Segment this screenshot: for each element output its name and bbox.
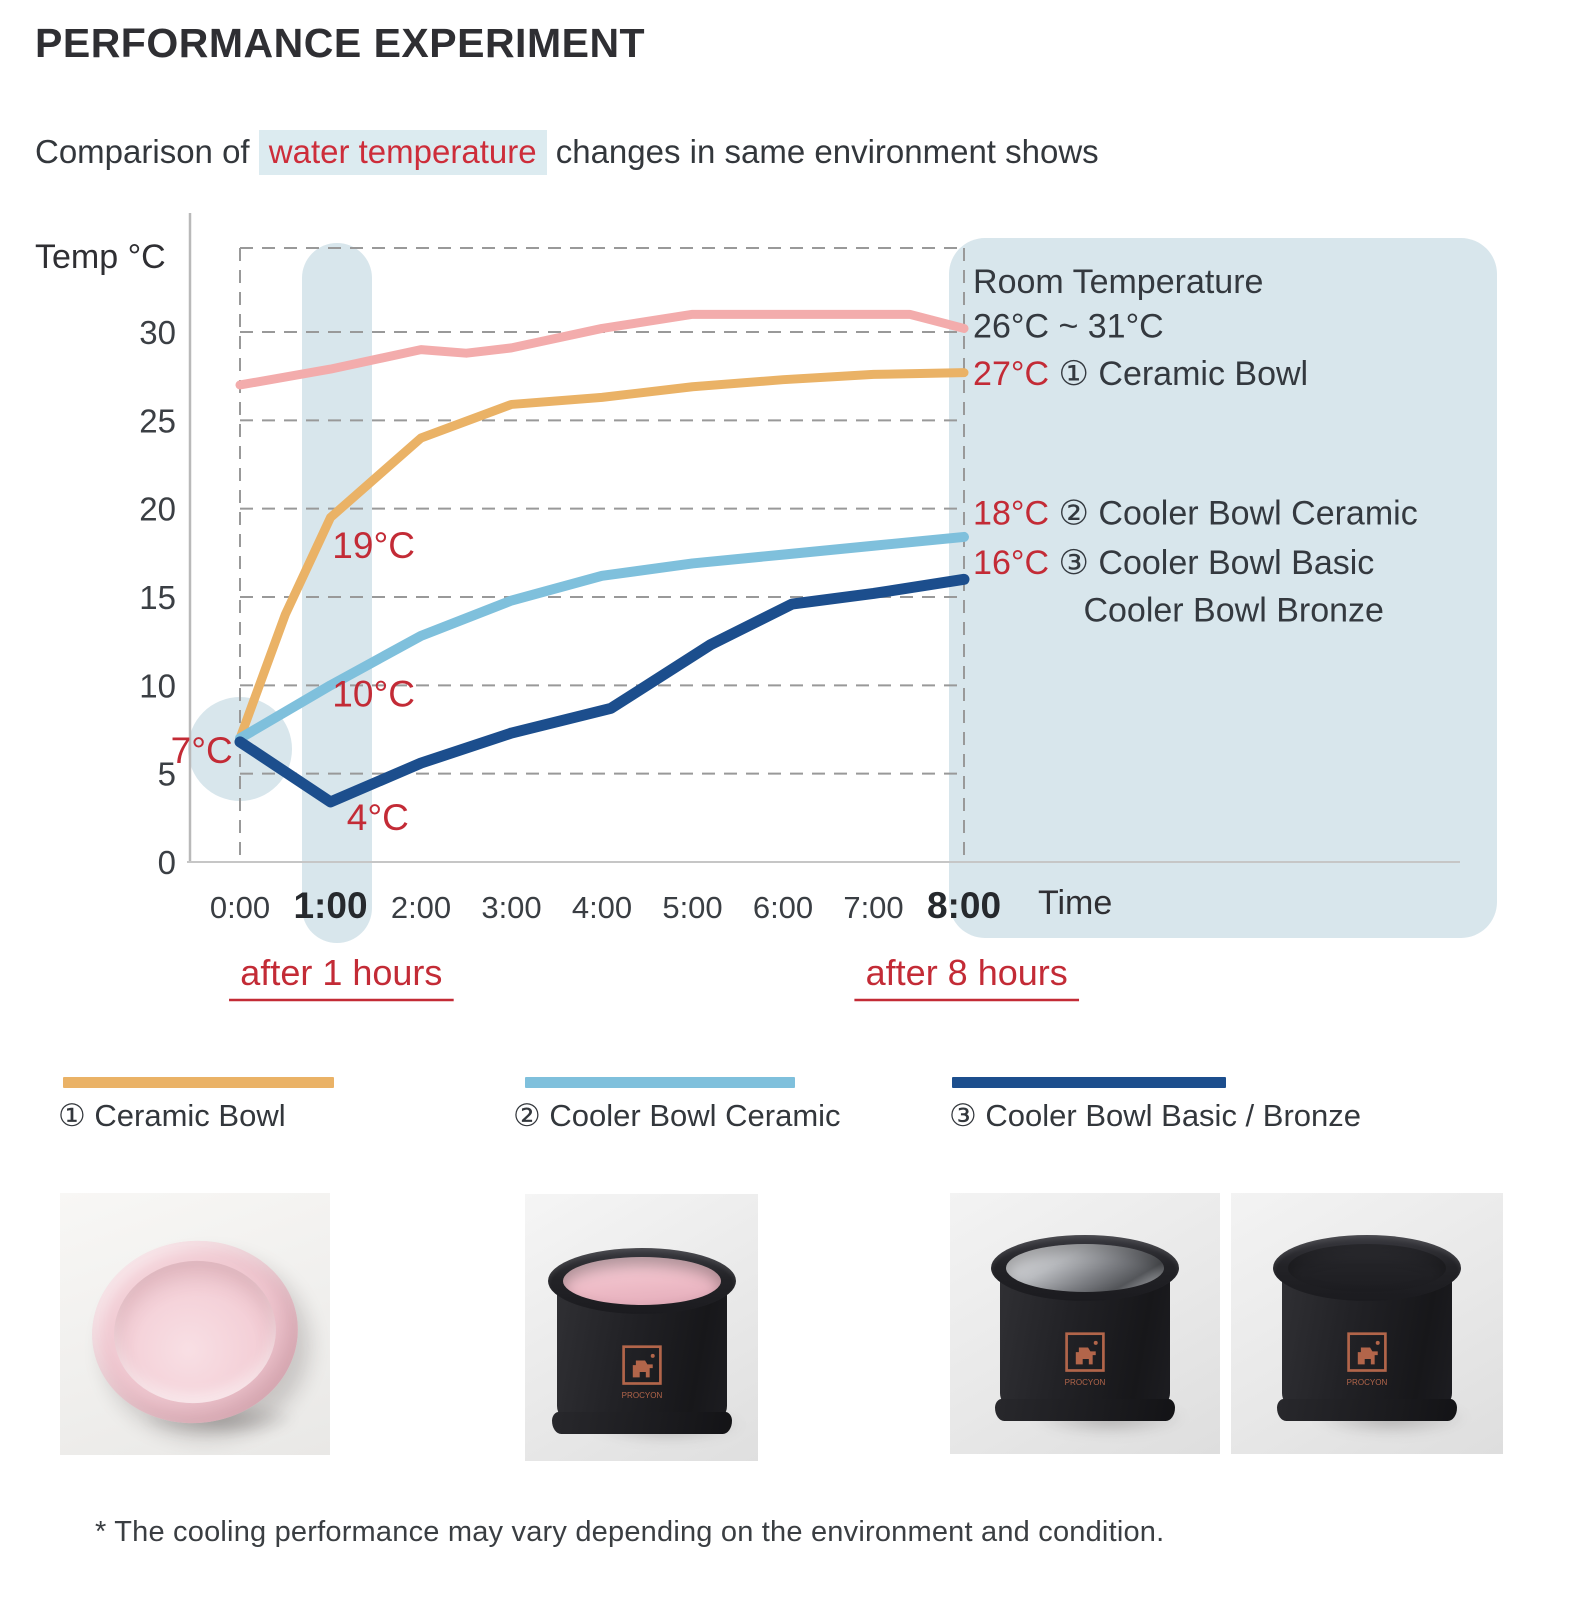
annotation-part: ② Cooler Bowl Ceramic bbox=[1058, 495, 1417, 533]
annotation-2: 10°C bbox=[332, 674, 415, 715]
x-tick-1:00: 1:00 bbox=[293, 885, 367, 926]
product-photo-cooler-bowl-bronze: PROCYON bbox=[1231, 1193, 1503, 1454]
dog-icon bbox=[632, 1360, 653, 1378]
bowl-interior bbox=[1006, 1244, 1164, 1292]
x-axis-title: Time bbox=[1038, 884, 1112, 922]
cooler-base bbox=[1277, 1399, 1457, 1421]
procyon-logo: PROCYON bbox=[621, 1345, 662, 1400]
cooler-opening bbox=[1273, 1235, 1461, 1301]
series-line-3 bbox=[235, 531, 969, 744]
x-tick-7:00: 7:00 bbox=[843, 890, 903, 925]
temperature-line-chart: 0 5 10 15 20 25 30 Temp °C 0:00 1:00 2:00 3:00 4:00 5… bbox=[35, 213, 1497, 1002]
product-photo-cooler-bowl-basic: PROCYON bbox=[950, 1193, 1220, 1454]
annotation-7: 18°C ② Cooler Bowl Ceramic bbox=[973, 495, 1418, 533]
annotation-part: 26°C ~ 31°C bbox=[973, 307, 1164, 345]
annotation-part: 10°C bbox=[332, 674, 415, 715]
cooler-opening bbox=[991, 1235, 1179, 1301]
procyon-logo: PROCYON bbox=[1065, 1332, 1106, 1387]
legend-label-cooler-bowl-basic-bronze: ③ Cooler Bowl Basic / Bronze bbox=[949, 1098, 1362, 1133]
annotation-6: 27°C ① Ceramic Bowl bbox=[973, 355, 1308, 393]
series-line-4 bbox=[234, 573, 970, 808]
annotation-part: 4°C bbox=[347, 797, 409, 838]
x-tick-8:00: 8:00 bbox=[927, 885, 1001, 926]
subtitle: Comparison of water temperature changes … bbox=[35, 130, 1099, 175]
logo-dot bbox=[1375, 1340, 1380, 1345]
y-tick-15: 15 bbox=[139, 579, 176, 616]
annotation-1: 19°C bbox=[332, 525, 415, 566]
annotation-8: 16°C ③ Cooler Bowl Basic bbox=[973, 544, 1374, 582]
bowl-interior bbox=[1288, 1244, 1446, 1292]
legend-swatch-cooler-bowl-basic-bronze bbox=[952, 1077, 1226, 1088]
y-tick-20: 20 bbox=[139, 491, 176, 528]
annotation-part: Cooler Bowl Bronze bbox=[1083, 592, 1383, 630]
annotation-5: 26°C ~ 31°C bbox=[973, 307, 1164, 345]
brand-text: PROCYON bbox=[1065, 1378, 1106, 1387]
subtitle-prefix: Comparison of bbox=[35, 133, 259, 170]
annotation-0: 7°C bbox=[171, 730, 233, 771]
annotation-part: 18°C bbox=[973, 495, 1058, 533]
caption-1: after 8 hours bbox=[866, 952, 1068, 993]
dog-icon bbox=[1075, 1347, 1096, 1365]
y-tick-5: 5 bbox=[158, 756, 176, 793]
cooler-bowl-pink-image: PROCYON bbox=[547, 1248, 736, 1434]
product-photo-cooler-bowl-ceramic: PROCYON bbox=[525, 1194, 758, 1461]
x-tick-4:00: 4:00 bbox=[572, 890, 632, 925]
x-tick-3:00: 3:00 bbox=[481, 890, 541, 925]
annotation-part: 7°C bbox=[171, 730, 233, 771]
y-tick-10: 10 bbox=[139, 667, 176, 704]
highlight-after-8-hours bbox=[949, 238, 1497, 938]
procyon-logo: PROCYON bbox=[1347, 1332, 1388, 1387]
logo-frame bbox=[1347, 1332, 1387, 1372]
footnote: * The cooling performance may vary depen… bbox=[95, 1516, 1165, 1548]
x-tick-5:00: 5:00 bbox=[662, 890, 722, 925]
cooler-bowl-steel-image: PROCYON bbox=[991, 1235, 1179, 1421]
product-photo-ceramic-bowl bbox=[60, 1193, 330, 1455]
legend-swatch-ceramic-bowl bbox=[63, 1077, 334, 1088]
y-tick-0: 0 bbox=[158, 844, 176, 881]
x-tick-6:00: 6:00 bbox=[753, 890, 813, 925]
bowl-interior bbox=[107, 1252, 283, 1412]
cooler-opening bbox=[547, 1248, 736, 1314]
annotation-part: ③ Cooler Bowl Basic bbox=[1058, 544, 1374, 582]
x-tick-0:00: 0:00 bbox=[210, 890, 270, 925]
annotation-part: 19°C bbox=[332, 525, 415, 566]
y-axis-title: Temp °C bbox=[35, 238, 166, 276]
brand-text: PROCYON bbox=[1347, 1378, 1388, 1387]
annotation-9: Cooler Bowl Bronze bbox=[1083, 592, 1383, 630]
series-line-1 bbox=[235, 309, 969, 390]
legend-label-cooler-bowl-ceramic: ② Cooler Bowl Ceramic bbox=[513, 1098, 841, 1133]
cooler-bowl-bronze-image: PROCYON bbox=[1273, 1235, 1461, 1421]
cooler-base bbox=[995, 1399, 1175, 1421]
annotation-part: Room Temperature bbox=[973, 263, 1263, 301]
annotation-4: Room Temperature bbox=[973, 263, 1263, 301]
caption-0: after 1 hours bbox=[240, 952, 442, 993]
legend-label-ceramic-bowl: ① Ceramic Bowl bbox=[58, 1098, 286, 1133]
subtitle-highlight: water temperature bbox=[258, 130, 547, 175]
subtitle-suffix: changes in same environment shows bbox=[546, 133, 1099, 170]
cooler-base bbox=[551, 1412, 732, 1434]
x-tick-2:00: 2:00 bbox=[391, 890, 451, 925]
legend-swatch-cooler-bowl-ceramic bbox=[525, 1077, 795, 1088]
page-title: PERFORMANCE EXPERIMENT bbox=[35, 20, 646, 66]
annotation-part: 16°C bbox=[973, 544, 1058, 582]
logo-dot bbox=[650, 1353, 655, 1358]
annotation-3: 4°C bbox=[347, 797, 409, 838]
logo-frame bbox=[621, 1345, 662, 1385]
annotation-part: 27°C bbox=[973, 355, 1058, 393]
dog-icon bbox=[1357, 1347, 1378, 1365]
highlight-after-1-hour bbox=[302, 243, 372, 943]
y-tick-25: 25 bbox=[139, 402, 176, 439]
annotation-part: ① Ceramic Bowl bbox=[1058, 355, 1308, 393]
series-line-2 bbox=[235, 368, 969, 743]
logo-dot bbox=[1093, 1340, 1098, 1345]
bowl-interior bbox=[562, 1257, 721, 1305]
y-tick-30: 30 bbox=[139, 314, 176, 351]
brand-text: PROCYON bbox=[621, 1391, 662, 1400]
logo-frame bbox=[1065, 1332, 1105, 1372]
